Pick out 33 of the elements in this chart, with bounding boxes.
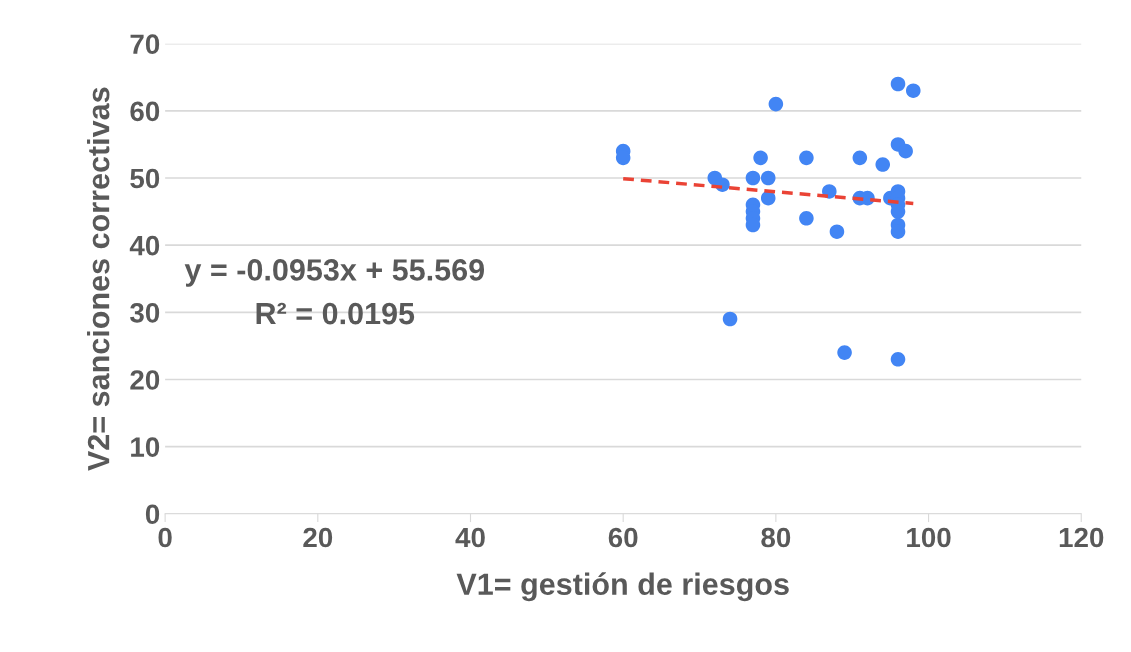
point	[799, 211, 814, 226]
point	[745, 170, 761, 186]
y-axis-title: V2= sanciones correctivas	[87, 87, 110, 471]
point	[875, 157, 891, 172]
point	[906, 83, 921, 98]
point	[890, 76, 906, 92]
y-tick-label: 20	[130, 370, 160, 390]
point	[722, 311, 738, 327]
x-tick-label: 60	[608, 527, 638, 548]
y-tick-label: 60	[130, 101, 160, 122]
y-tick-label: 40	[129, 235, 160, 256]
point	[768, 96, 784, 112]
y-tick-label: 10	[131, 437, 160, 457]
point	[760, 170, 776, 186]
x-axis-title: V1= gestión de riesgos	[456, 572, 789, 602]
x-tick-label: 20	[303, 527, 333, 548]
y-tick-label: 70	[130, 34, 160, 55]
y-tick-label: 0	[145, 504, 160, 525]
y-tick-label: 50	[130, 168, 160, 189]
point	[799, 150, 814, 166]
point	[898, 143, 913, 159]
x-tick-label: 100	[907, 527, 951, 548]
y-tick-label: 30	[130, 302, 160, 323]
point	[837, 345, 852, 360]
point	[829, 224, 845, 239]
x-tick-label: 40	[455, 527, 485, 548]
x-tick-label: 80	[761, 527, 791, 548]
annotation: y = -0.0953x + 55.569	[184, 259, 485, 287]
annotation: R² = 0.0195	[256, 302, 415, 325]
point	[890, 352, 906, 367]
point	[852, 150, 868, 166]
point	[753, 150, 768, 166]
x-tick-label: 120	[1059, 527, 1104, 548]
